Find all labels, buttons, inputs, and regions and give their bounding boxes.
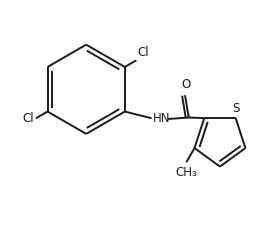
Text: O: O <box>181 78 190 91</box>
Text: S: S <box>233 102 240 115</box>
Text: Cl: Cl <box>137 46 149 59</box>
Text: CH₃: CH₃ <box>175 166 197 179</box>
Text: Cl: Cl <box>23 112 34 125</box>
Text: HN: HN <box>153 113 171 125</box>
